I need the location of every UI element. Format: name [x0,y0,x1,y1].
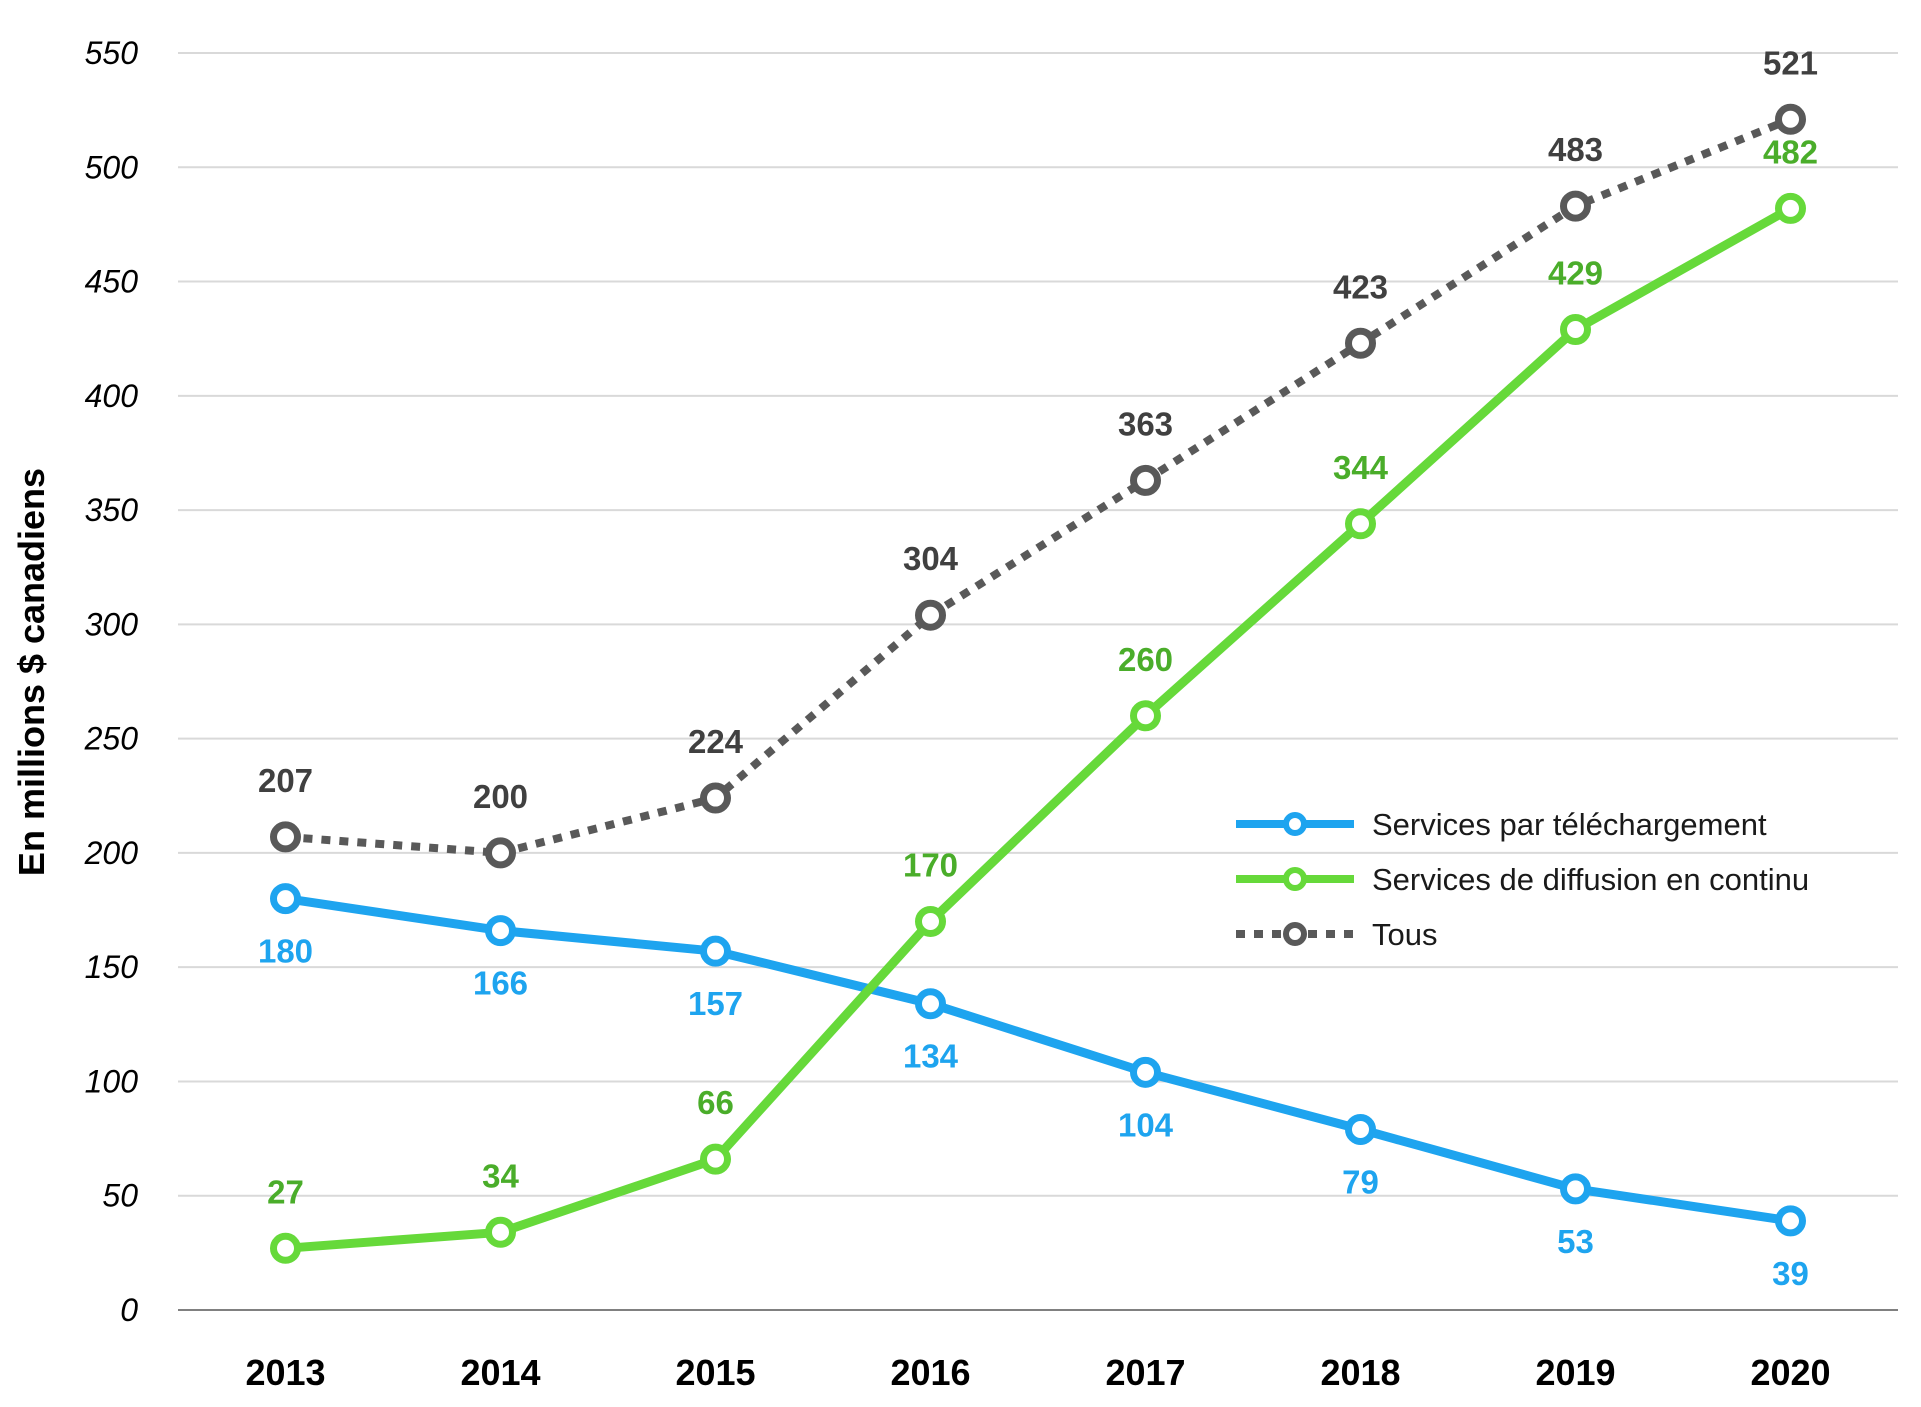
data-point-2-2 [700,782,731,814]
gridlines [178,52,1898,1197]
data-label-2-7: 521 [1763,44,1818,81]
data-point-0-3 [915,988,946,1020]
data-point-2-7 [1775,103,1806,135]
data-label-0-0: 180 [258,933,313,970]
data-point-0-2 [700,935,731,967]
data-point-1-3 [915,905,946,937]
data-label-0-5: 79 [1342,1163,1379,1200]
x-axis: 2013 2014 2015 2016 2017 2018 2019 2020 [178,1309,1898,1393]
legend-swatch-marker-1 [1283,867,1307,891]
x-tick-label-2013: 2013 [245,1352,325,1393]
data-point-0-6 [1560,1173,1591,1205]
data-label-2-5: 423 [1333,268,1388,305]
data-label-0-4: 104 [1118,1106,1174,1143]
data-label-0-2: 157 [688,985,743,1022]
legend-label-2: Tous [1372,917,1437,952]
data-point-2-3 [915,599,946,631]
x-tick-label-2020: 2020 [1750,1352,1830,1393]
data-point-1-4 [1130,700,1161,732]
series-0 [270,883,1806,1237]
data-label-0-6: 53 [1557,1223,1594,1260]
x-tick-label-2016: 2016 [890,1352,970,1393]
series-1 [270,192,1806,1264]
y-axis-label: En millions $ canadiens [11,468,52,876]
series-2 [270,103,1806,869]
legend: Services par téléchargement Services de d… [1236,807,1809,952]
data-point-2-6 [1560,190,1591,222]
data-point-1-5 [1345,508,1376,540]
data-label-1-7: 482 [1763,133,1818,170]
y-tick-label-350: 350 [85,492,139,528]
data-label-0-3: 134 [903,1038,959,1075]
y-tick-label-550: 550 [85,35,139,71]
data-point-0-0 [270,883,301,915]
data-label-0-1: 166 [473,965,528,1002]
x-tick-label-2015: 2015 [675,1352,755,1393]
x-tick-label-2019: 2019 [1535,1352,1615,1393]
x-tick-label-2014: 2014 [460,1352,540,1393]
data-label-1-5: 344 [1333,449,1389,486]
series-line-0 [284,894,1792,1226]
y-tick-label-200: 200 [84,835,139,871]
legend-swatch-marker-2 [1283,922,1307,946]
x-tick-label-2018: 2018 [1320,1352,1400,1393]
data-point-1-1 [485,1216,516,1248]
data-point-2-5 [1345,327,1376,359]
y-tick-label-50: 50 [102,1178,138,1214]
data-point-0-1 [485,915,516,947]
data-label-1-1: 34 [482,1157,519,1194]
y-tick-label-400: 400 [85,378,139,414]
data-point-2-0 [270,821,301,853]
y-tick-label-250: 250 [84,721,139,757]
data-point-1-6 [1560,314,1591,346]
y-tick-label-300: 300 [85,606,139,642]
data-label-2-3: 304 [903,540,959,577]
y-tick-label-100: 100 [85,1063,139,1099]
data-point-1-0 [270,1232,301,1264]
data-label-1-2: 66 [697,1084,734,1121]
legend-label-1: Services de diffusion en continu [1372,862,1809,897]
y-tick-label-450: 450 [85,264,139,300]
series-line-2 [285,115,1792,857]
data-point-0-4 [1130,1056,1161,1088]
data-label-1-6: 429 [1548,255,1603,292]
legend-label-0: Services par téléchargement [1372,807,1767,842]
x-tick-label-2017: 2017 [1105,1352,1185,1393]
data-label-2-4: 363 [1118,405,1173,442]
data-label-2-0: 207 [258,762,313,799]
y-tick-label-500: 500 [85,149,139,185]
data-label-1-3: 170 [903,846,958,883]
data-label-2-1: 200 [473,778,528,815]
y-tick-label-0: 0 [120,1292,138,1328]
series-line-1 [285,204,1793,1253]
data-point-0-7 [1775,1205,1806,1237]
data-labels-layer: 207 200 224 304 363 423 483 521 180 166 157 134 104 7… [258,44,1818,1292]
data-point-2-1 [485,837,516,869]
data-point-1-2 [700,1143,731,1175]
data-label-2-6: 483 [1548,131,1603,168]
data-point-0-5 [1345,1113,1376,1145]
data-label-2-2: 224 [688,723,744,760]
data-label-1-0: 27 [267,1173,304,1210]
data-label-1-4: 260 [1118,641,1173,678]
series-layer [270,103,1806,1264]
data-point-1-7 [1775,192,1806,224]
y-axis-ticks: 0 50 100 150 200 250 300 350 400 450 500 550 [84,35,139,1328]
y-tick-label-150: 150 [85,949,139,985]
data-point-2-4 [1130,464,1161,496]
legend-swatch-marker-0 [1283,812,1307,836]
data-label-0-7: 39 [1772,1255,1809,1292]
